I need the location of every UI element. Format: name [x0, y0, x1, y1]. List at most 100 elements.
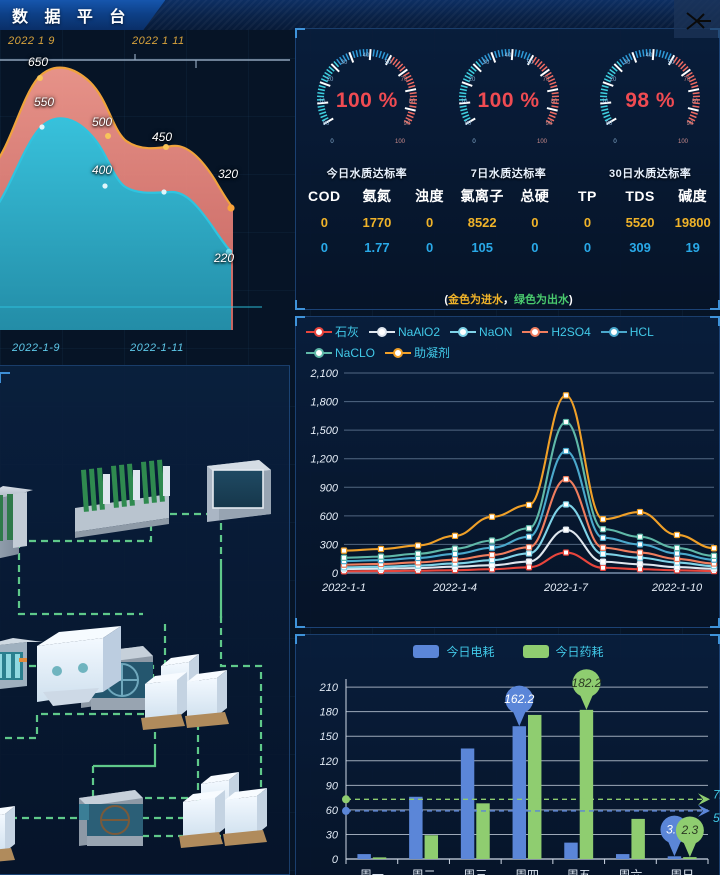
area-label-320: 320	[218, 167, 239, 181]
legend-marker-icon	[306, 347, 332, 358]
legend-item-NaON[interactable]: NaON	[450, 325, 512, 339]
svg-text:20: 20	[326, 77, 333, 83]
svg-text:80: 80	[550, 99, 557, 105]
svg-text:2022-1-7: 2022-1-7	[543, 582, 589, 594]
svg-text:900: 900	[320, 482, 339, 494]
equipment-filter-bank[interactable]	[0, 638, 43, 692]
left-column: 2022 1 9 2022 1 11 2022-1-9 2022-1-11 65…	[0, 30, 290, 875]
svg-text:80: 80	[692, 99, 699, 105]
gauge-7day-value: 100 %	[477, 89, 540, 112]
svg-text:1,200: 1,200	[310, 454, 338, 466]
area-point	[105, 133, 111, 139]
gauge-30day[interactable]: 20 30 40 50 70 80 90 10 90 0 100 98 % 30…	[579, 33, 720, 183]
line-chart-legend[interactable]: 石灰 NaAlO2 NaON H2SO4 HCL NaCLO 助凝剂	[306, 323, 720, 361]
svg-text:60: 60	[326, 805, 339, 817]
legend-swatch-icon	[413, 645, 440, 658]
svg-text:58.74: 58.74	[713, 811, 720, 825]
area-label-220: 220	[214, 251, 235, 265]
col-cod: COD	[308, 188, 341, 204]
equipment-membrane-skid[interactable]	[75, 459, 170, 538]
svg-text:40: 40	[646, 53, 653, 59]
gauge-7day-svg: 20 30 40 50 70 80 90 10 90 0 100	[458, 49, 559, 145]
area-point	[102, 183, 108, 189]
svg-text:10: 10	[602, 99, 609, 105]
area-xtick-top-2: 2022 1 11	[132, 35, 185, 47]
equipment-chemical-tote-left[interactable]	[0, 806, 15, 864]
svg-text:90: 90	[464, 121, 471, 127]
svg-text:180: 180	[320, 707, 339, 719]
cell: 5520	[625, 215, 655, 230]
legend-marker-icon	[450, 326, 477, 337]
gauge-row: 20 30 40 50 70 80 90 10 90 0 100 100 % 今…	[296, 33, 720, 183]
svg-text:0: 0	[472, 139, 476, 145]
gauge-today-svg: 20 30 40 50 70 80 90 10 90 0 100	[316, 49, 417, 145]
svg-text:周三: 周三	[463, 868, 487, 875]
area-xtick-bottom-2: 2022-1-11	[130, 342, 184, 354]
svg-text:40: 40	[504, 53, 511, 59]
legend-item-今日药耗[interactable]: 今日药耗	[522, 643, 604, 660]
equipment-membrane-rack-left[interactable]	[0, 486, 33, 564]
bar-chart-legend[interactable]: 今日电耗 今日药耗	[296, 643, 720, 660]
note-mid: ，	[503, 294, 514, 306]
water-treatment-process-diagram[interactable]	[0, 365, 290, 875]
svg-text:周二: 周二	[412, 868, 436, 875]
legend-marker-icon	[522, 326, 549, 337]
svg-text:0: 0	[332, 854, 339, 866]
legend-swatch-icon	[522, 645, 549, 658]
equipment-chemical-totes-top[interactable]	[141, 654, 229, 730]
svg-text:2022-1-1: 2022-1-1	[321, 582, 366, 594]
legend-item-HCL[interactable]: HCL	[600, 325, 654, 339]
legend-label: NaCLO	[335, 345, 376, 360]
legend-marker-icon	[369, 326, 396, 337]
gauge-today[interactable]: 20 30 40 50 70 80 90 10 90 0 100 100 % 今…	[296, 33, 438, 183]
svg-text:162.2: 162.2	[504, 692, 534, 706]
svg-text:210: 210	[319, 682, 339, 694]
chemical-dosing-line-chart-card: 石灰 NaAlO2 NaON H2SO4 HCL NaCLO 助凝剂 2,100…	[295, 316, 720, 628]
area-xtick-bottom-1: 2022-1-9	[12, 342, 61, 354]
cell: 8522	[467, 215, 497, 230]
area-point	[227, 204, 235, 212]
legend-item-助凝剂[interactable]: 助凝剂	[385, 344, 450, 361]
gauge-7day[interactable]: 20 30 40 50 70 80 90 10 90 0 100 100 % 7…	[438, 33, 580, 183]
svg-text:40: 40	[362, 53, 369, 59]
svg-text:30: 30	[340, 60, 347, 66]
svg-text:30: 30	[326, 829, 339, 841]
legend-item-NaAlO2[interactable]: NaAlO2	[369, 325, 440, 339]
influent-effluent-area-chart: 2022 1 9 2022 1 11 2022-1-9 2022-1-11 65…	[0, 30, 298, 360]
legend-item-H2SO4[interactable]: H2SO4	[522, 325, 591, 339]
corner-accent	[295, 316, 305, 326]
legend-label: 石灰	[335, 325, 360, 339]
svg-text:0: 0	[332, 568, 339, 580]
legend-label: NaAlO2	[398, 324, 441, 339]
area-label-650: 650	[28, 55, 49, 69]
app-title-tab[interactable]: 数 据 平 台	[0, 0, 165, 30]
cell: 0	[320, 240, 328, 255]
equipment-mixer-unit[interactable]	[79, 790, 143, 846]
svg-text:0: 0	[330, 139, 334, 145]
area-effluent-fill	[0, 118, 231, 330]
gauge-30day-svg: 20 30 40 50 70 80 90 10 90 0 100	[600, 49, 701, 145]
svg-text:90: 90	[687, 121, 694, 127]
svg-text:90: 90	[322, 121, 329, 127]
svg-text:70: 70	[542, 77, 549, 83]
process-diagram-svg	[0, 459, 271, 864]
note-effluent: 绿色为出水	[514, 294, 569, 306]
equipment-chemical-totes-bottom[interactable]	[179, 772, 267, 848]
cell: 0	[583, 215, 592, 230]
water-quality-kpi-card: 20 30 40 50 70 80 90 10 90 0 100 100 % 今…	[295, 28, 720, 310]
svg-text:10: 10	[318, 99, 325, 105]
equipment-blower-vessel[interactable]	[37, 626, 121, 706]
legend-item-石灰[interactable]: 石灰	[306, 323, 359, 340]
water-quality-table: COD 氨氮 浊度 氯离子 总硬 TP TDS 碱度 0 1770 0	[298, 181, 719, 260]
resize-cursor-icon[interactable]	[674, 0, 720, 38]
equipment-control-console[interactable]	[207, 460, 271, 522]
svg-text:2022-1-10: 2022-1-10	[651, 582, 703, 594]
svg-text:120: 120	[320, 756, 339, 768]
svg-text:182.2: 182.2	[571, 676, 601, 690]
legend-item-今日电耗[interactable]: 今日电耗	[413, 643, 495, 660]
svg-text:600: 600	[320, 511, 339, 523]
table-row-influent: 0 1770 0 8522 0 0 5520 19800	[298, 210, 719, 235]
bar-chart-svg: 0 30 60 90 120 150 180 210 周一 周二 周三 周四 周五 周六 周日 72.97 58…	[319, 669, 720, 875]
legend-item-NaCLO[interactable]: NaCLO	[306, 346, 375, 360]
cell: 0	[531, 215, 539, 230]
